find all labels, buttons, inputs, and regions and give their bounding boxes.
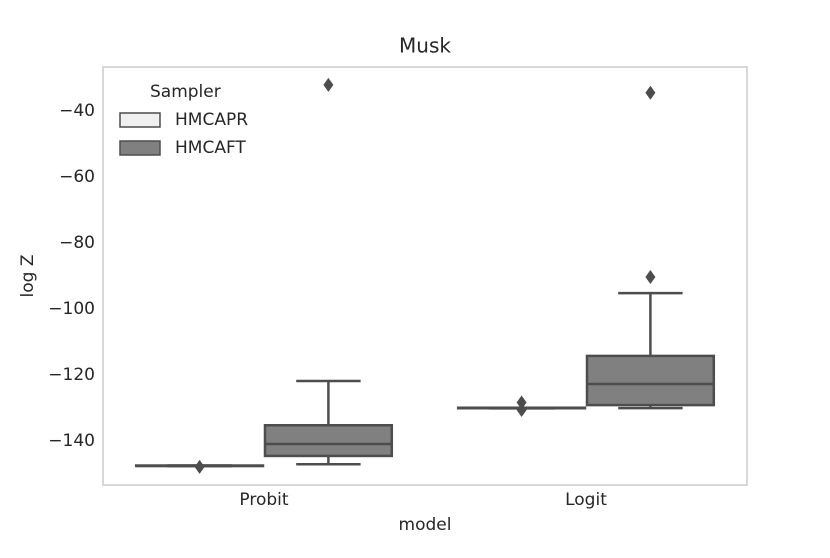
outlier xyxy=(194,459,205,474)
y-tick-label: −100 xyxy=(48,299,95,319)
y-tick-label: −80 xyxy=(59,233,95,253)
x-tick-label: Logit xyxy=(565,490,607,510)
outlier xyxy=(323,77,334,92)
box xyxy=(585,354,716,407)
y-tick-label: −140 xyxy=(48,431,95,451)
legend-swatch xyxy=(119,112,161,128)
outlier xyxy=(645,85,656,100)
outlier xyxy=(516,395,527,410)
y-tick-label: −40 xyxy=(59,101,95,121)
outlier xyxy=(645,269,656,284)
legend-label: HMCAFT xyxy=(175,138,246,158)
legend-title: Sampler xyxy=(150,82,221,102)
legend-label: HMCAPR xyxy=(175,110,248,130)
y-axis-label: log Z xyxy=(18,255,38,298)
legend-swatch xyxy=(119,140,161,156)
x-axis-label: model xyxy=(399,515,452,535)
y-tick-label: −60 xyxy=(59,167,95,187)
outlier xyxy=(516,403,527,418)
plot-frame xyxy=(102,66,748,486)
chart-title: Musk xyxy=(399,34,451,58)
box xyxy=(263,423,394,458)
x-tick-label: Probit xyxy=(239,490,288,510)
y-tick-label: −120 xyxy=(48,365,95,385)
